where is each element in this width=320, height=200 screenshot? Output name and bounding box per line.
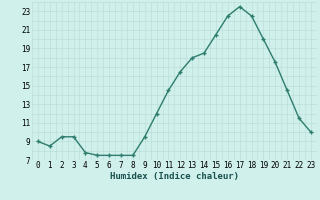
X-axis label: Humidex (Indice chaleur): Humidex (Indice chaleur) [110,172,239,181]
